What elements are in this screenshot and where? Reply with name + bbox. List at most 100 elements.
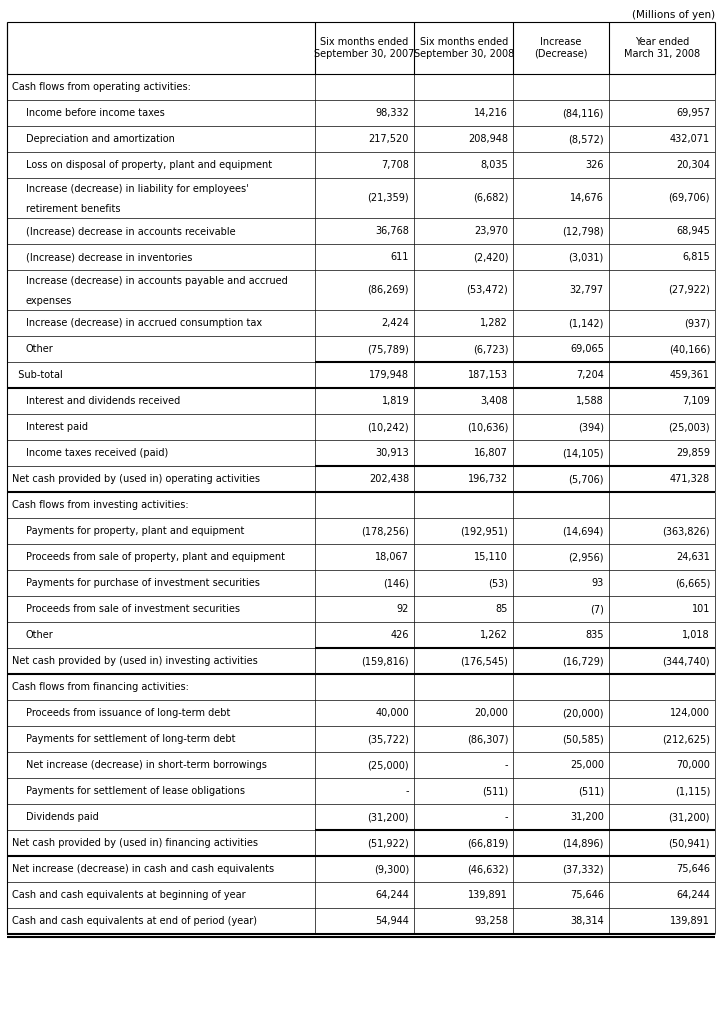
Text: Dividends paid: Dividends paid (26, 812, 99, 822)
Text: 1,282: 1,282 (480, 318, 508, 328)
Text: Cash flows from investing activities:: Cash flows from investing activities: (12, 500, 189, 510)
Text: 20,304: 20,304 (676, 160, 710, 170)
Text: (31,200): (31,200) (668, 812, 710, 822)
Text: 6,815: 6,815 (683, 252, 710, 262)
Text: -: - (405, 786, 409, 796)
Text: Six months ended
September 30, 2008: Six months ended September 30, 2008 (413, 37, 514, 58)
Text: (1,115): (1,115) (675, 786, 710, 796)
Text: 54,944: 54,944 (375, 916, 409, 926)
Text: 75,646: 75,646 (676, 864, 710, 874)
Text: (6,682): (6,682) (473, 193, 508, 203)
Text: (31,200): (31,200) (368, 812, 409, 822)
Text: 1,588: 1,588 (576, 396, 604, 406)
Text: Payments for settlement of long-term debt: Payments for settlement of long-term deb… (26, 733, 235, 744)
Text: Income taxes received (paid): Income taxes received (paid) (26, 448, 168, 458)
Text: (37,332): (37,332) (562, 864, 604, 874)
Text: Depreciation and amortization: Depreciation and amortization (26, 134, 175, 144)
Text: 14,676: 14,676 (570, 193, 604, 203)
Text: (51,922): (51,922) (367, 838, 409, 848)
Text: (12,798): (12,798) (562, 226, 604, 236)
Text: (69,706): (69,706) (668, 193, 710, 203)
Text: (212,625): (212,625) (662, 733, 710, 744)
Text: (8,572): (8,572) (568, 134, 604, 144)
Text: 326: 326 (585, 160, 604, 170)
Text: 14,216: 14,216 (474, 108, 508, 118)
Text: 93: 93 (592, 578, 604, 588)
Text: (25,003): (25,003) (668, 422, 710, 432)
Text: 92: 92 (397, 604, 409, 614)
Text: Proceeds from sale of investment securities: Proceeds from sale of investment securit… (26, 604, 240, 614)
Text: (511): (511) (482, 786, 508, 796)
Text: 36,768: 36,768 (375, 226, 409, 236)
Text: (66,819): (66,819) (467, 838, 508, 848)
Text: Interest and dividends received: Interest and dividends received (26, 396, 180, 406)
Text: 98,332: 98,332 (375, 108, 409, 118)
Text: 7,708: 7,708 (381, 160, 409, 170)
Text: 471,328: 471,328 (670, 474, 710, 484)
Text: (146): (146) (383, 578, 409, 588)
Text: 64,244: 64,244 (676, 890, 710, 900)
Text: 64,244: 64,244 (375, 890, 409, 900)
Text: (176,545): (176,545) (460, 656, 508, 666)
Text: 139,891: 139,891 (670, 916, 710, 926)
Text: 31,200: 31,200 (570, 812, 604, 822)
Text: 139,891: 139,891 (468, 890, 508, 900)
Text: Other: Other (26, 344, 54, 354)
Text: Cash flows from financing activities:: Cash flows from financing activities: (12, 682, 189, 692)
Text: 187,153: 187,153 (468, 370, 508, 380)
Text: 611: 611 (391, 252, 409, 262)
Text: (937): (937) (684, 318, 710, 328)
Text: (40,166): (40,166) (669, 344, 710, 354)
Text: (192,951): (192,951) (461, 526, 508, 536)
Text: 20,000: 20,000 (474, 708, 508, 718)
Text: (7): (7) (590, 604, 604, 614)
Text: Increase (decrease) in liability for employees': Increase (decrease) in liability for emp… (26, 184, 248, 194)
Text: Year ended
March 31, 2008: Year ended March 31, 2008 (624, 37, 700, 58)
Text: (14,896): (14,896) (562, 838, 604, 848)
Text: (10,636): (10,636) (467, 422, 508, 432)
Text: Net increase (decrease) in short-term borrowings: Net increase (decrease) in short-term bo… (26, 760, 267, 770)
Text: (Increase) decrease in accounts receivable: (Increase) decrease in accounts receivab… (26, 226, 235, 236)
Text: 40,000: 40,000 (375, 708, 409, 718)
Text: (21,359): (21,359) (367, 193, 409, 203)
Text: (86,307): (86,307) (467, 733, 508, 744)
Text: Sub-total: Sub-total (12, 370, 63, 380)
Text: (363,826): (363,826) (662, 526, 710, 536)
Text: 75,646: 75,646 (570, 890, 604, 900)
Text: 69,065: 69,065 (570, 344, 604, 354)
Text: 179,948: 179,948 (369, 370, 409, 380)
Text: Net cash provided by (used in) investing activities: Net cash provided by (used in) investing… (12, 656, 258, 666)
Text: Proceeds from sale of property, plant and equipment: Proceeds from sale of property, plant an… (26, 552, 285, 562)
Text: (46,632): (46,632) (467, 864, 508, 874)
Text: Net cash provided by (used in) financing activities: Net cash provided by (used in) financing… (12, 838, 258, 848)
Text: 1,018: 1,018 (683, 630, 710, 640)
Text: 25,000: 25,000 (570, 760, 604, 770)
Text: (25,000): (25,000) (367, 760, 409, 770)
Text: Increase (decrease) in accrued consumption tax: Increase (decrease) in accrued consumpti… (26, 318, 262, 328)
Text: 30,913: 30,913 (375, 448, 409, 458)
Text: (16,729): (16,729) (562, 656, 604, 666)
Text: (2,956): (2,956) (568, 552, 604, 562)
Text: Net cash provided by (used in) operating activities: Net cash provided by (used in) operating… (12, 474, 260, 484)
Text: (344,740): (344,740) (662, 656, 710, 666)
Text: (5,706): (5,706) (568, 474, 604, 484)
Text: expenses: expenses (26, 296, 73, 306)
Text: 93,258: 93,258 (474, 916, 508, 926)
Text: 835: 835 (585, 630, 604, 640)
Text: 426: 426 (391, 630, 409, 640)
Text: (53,472): (53,472) (467, 285, 508, 295)
Text: Cash and cash equivalents at end of period (year): Cash and cash equivalents at end of peri… (12, 916, 257, 926)
Text: 16,807: 16,807 (474, 448, 508, 458)
Text: 208,948: 208,948 (468, 134, 508, 144)
Text: Cash and cash equivalents at beginning of year: Cash and cash equivalents at beginning o… (12, 890, 246, 900)
Text: (178,256): (178,256) (361, 526, 409, 536)
Text: Increase (decrease) in accounts payable and accrued: Increase (decrease) in accounts payable … (26, 276, 288, 286)
Text: Income before income taxes: Income before income taxes (26, 108, 165, 118)
Text: Proceeds from issuance of long-term debt: Proceeds from issuance of long-term debt (26, 708, 230, 718)
Text: Interest paid: Interest paid (26, 422, 88, 432)
Text: 3,408: 3,408 (480, 396, 508, 406)
Text: Net increase (decrease) in cash and cash equivalents: Net increase (decrease) in cash and cash… (12, 864, 274, 874)
Text: (159,816): (159,816) (361, 656, 409, 666)
Text: (84,116): (84,116) (562, 108, 604, 118)
Text: -: - (505, 812, 508, 822)
